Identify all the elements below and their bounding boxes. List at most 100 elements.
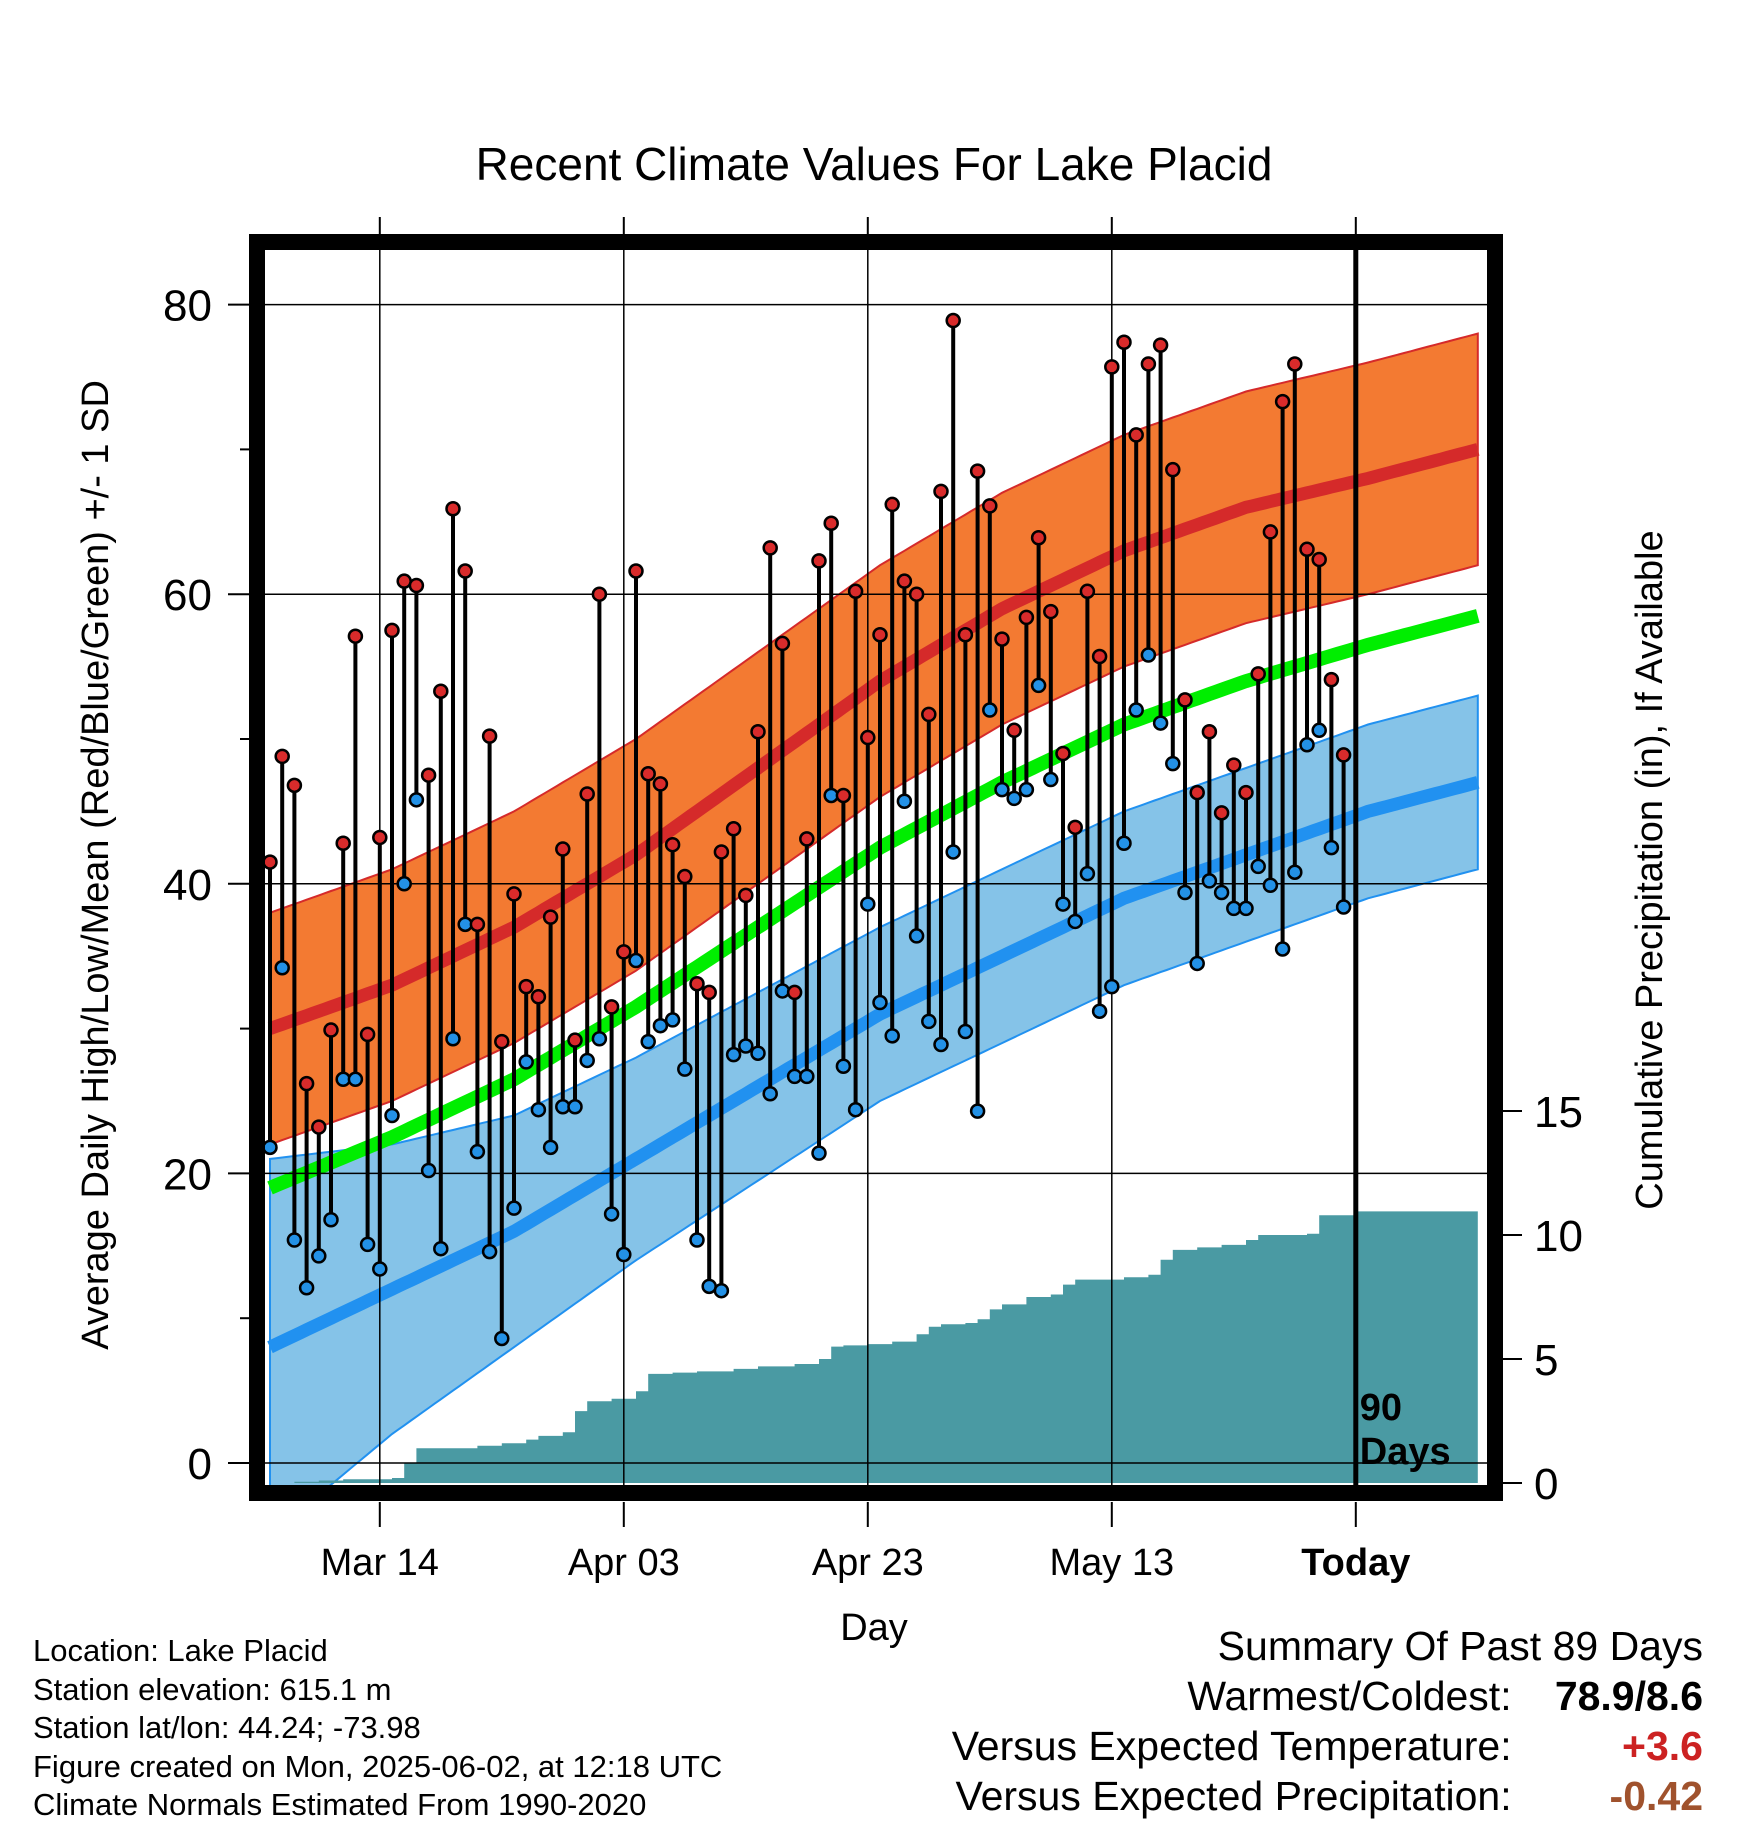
daily-high-point [518, 978, 534, 995]
extremes-label: Warmest/Coldest: [1187, 1673, 1512, 1719]
daily-high-point [799, 831, 815, 847]
daily-low-point [311, 1248, 327, 1264]
daily-high-point [982, 498, 998, 514]
daily-low-point [274, 960, 290, 976]
daily-high-point [1250, 666, 1266, 682]
daily-high-point [445, 501, 461, 517]
daily-high-point [591, 586, 608, 602]
daily-low-point [1128, 702, 1144, 718]
daily-high-point [555, 841, 571, 857]
daily-low-point [762, 1086, 778, 1102]
daily-low-point [1140, 647, 1157, 663]
daily-low-point [933, 1036, 949, 1053]
daily-high-point [1006, 722, 1022, 739]
daily-high-point [298, 1075, 315, 1092]
daily-high-point [1177, 692, 1193, 708]
daily-high-point [1018, 609, 1035, 626]
daily-low-point [664, 1012, 681, 1028]
daily-high-point [1274, 393, 1291, 410]
daily-high-point [603, 999, 620, 1015]
daily-high-point [347, 628, 364, 644]
daily-low-point [1287, 864, 1303, 880]
daily-high-point [1189, 784, 1205, 801]
daily-high-point [652, 776, 669, 792]
daily-low-point [652, 1017, 669, 1034]
daily-high-point [1287, 356, 1303, 372]
y-tick-label: 20 [163, 1150, 212, 1199]
daily-low-point [286, 1232, 303, 1248]
summary-row-extremes: Warmest/Coldest: 78.9/8.6 [952, 1671, 1703, 1721]
daily-low-point [1274, 941, 1291, 957]
daily-high-point [542, 909, 559, 925]
daily-high-point [1226, 757, 1242, 773]
daily-low-point [713, 1282, 730, 1299]
daily-low-point [506, 1200, 522, 1216]
daily-low-point [957, 1023, 974, 1040]
y-axis-label-left: Average Daily High/Low/Mean (Red/Blue/Gr… [75, 380, 117, 1350]
daily-high-point [1116, 334, 1132, 350]
daily-low-point [1152, 715, 1169, 731]
daily-low-point [469, 1143, 486, 1160]
daily-low-point [384, 1107, 400, 1124]
mean-normal-line [267, 609, 1480, 1195]
daily-high-point [1201, 724, 1218, 740]
precip-anomaly-label: Versus Expected Precipitation: [955, 1773, 1512, 1819]
daily-low-point [1018, 781, 1035, 798]
summary-row-temp: Versus Expected Temperature: +3.6 [952, 1721, 1703, 1771]
x-axis-label: Day [840, 1607, 908, 1649]
y-right-tick-label: 10 [1534, 1212, 1583, 1261]
daily-high-point [408, 577, 425, 594]
daily-low-point [1055, 896, 1071, 912]
daily-high-point [884, 496, 900, 513]
daily-low-point [494, 1330, 510, 1347]
daily-high-point [1030, 529, 1047, 546]
daily-high-point [372, 829, 388, 846]
daily-low-point [1299, 737, 1315, 753]
daily-low-point [1250, 858, 1266, 875]
daily-low-point [616, 1246, 632, 1263]
daily-low-point [628, 952, 644, 969]
daily-high-point [506, 886, 522, 902]
daily-low-point [921, 1013, 937, 1030]
daily-low-point [264, 1139, 278, 1156]
daily-high-point [420, 767, 437, 783]
daily-high-point [384, 622, 400, 639]
daily-low-point [347, 1071, 364, 1088]
daily-high-point [1238, 784, 1254, 801]
daily-low-point [1165, 755, 1181, 772]
daily-high-point [725, 821, 742, 837]
daily-low-point [1262, 877, 1279, 893]
daily-low-point [530, 1101, 547, 1118]
x-tick-label: May 13 [1049, 1542, 1174, 1584]
y-tick-label: 80 [163, 282, 212, 331]
daily-high-point [274, 748, 290, 765]
daily-high-point [1311, 551, 1327, 568]
x-tick-label: Today [1301, 1542, 1410, 1584]
normals-text: Climate Normals Estimated From 1990-2020 [33, 1787, 647, 1822]
low-normal-band [269, 694, 1479, 1486]
today-days-label: Days [1360, 1431, 1451, 1473]
daily-low-point [1043, 771, 1059, 788]
daily-low-point [750, 1045, 766, 1061]
daily-high-point [457, 563, 473, 579]
daily-high-point [908, 586, 925, 602]
daily-values [264, 312, 1352, 1347]
daily-high-point [860, 729, 876, 746]
daily-high-point [774, 635, 791, 652]
x-tick-label: Apr 03 [568, 1542, 680, 1584]
daily-low-point [872, 994, 888, 1011]
daily-high-point [957, 626, 974, 643]
daily-low-point [1189, 955, 1205, 972]
y-tick-label: 40 [163, 861, 212, 910]
daily-low-point [323, 1211, 339, 1228]
y-tick-label: 0 [188, 1440, 212, 1489]
daily-high-point [701, 984, 717, 1001]
daily-high-point [530, 988, 547, 1005]
daily-low-point [372, 1261, 388, 1277]
daily-low-point [603, 1206, 620, 1222]
daily-high-point [469, 916, 486, 933]
y-right-tick-label: 15 [1534, 1088, 1583, 1137]
y-axis-label-right: Cumulative Precipitation (in), If Availa… [1629, 530, 1671, 1209]
daily-high-point [1055, 745, 1071, 762]
daily-low-point [298, 1280, 315, 1296]
